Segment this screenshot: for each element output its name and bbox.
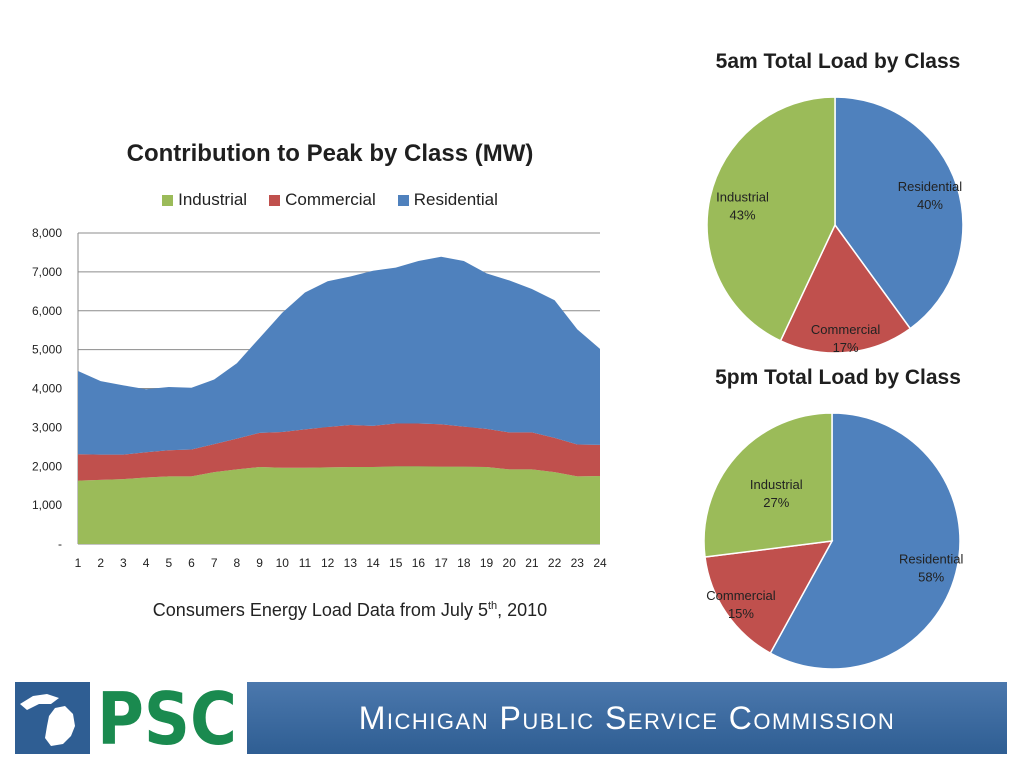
- area-industrial: [78, 466, 600, 544]
- pie-5am-title: 5am Total Load by Class: [715, 50, 961, 73]
- psc-logo: PSC: [15, 682, 237, 754]
- y-tick-label-2: 2,000: [32, 459, 62, 473]
- pie-5am-pct-residential: 40%: [917, 197, 943, 212]
- y-tick-label-3: 3,000: [32, 420, 62, 434]
- legend-item-residential: Residential: [397, 190, 498, 210]
- pie-5am-label-residential: Residential: [898, 179, 962, 194]
- x-tick-label-17: 17: [434, 556, 448, 570]
- y-tick-label-0: -: [58, 537, 62, 551]
- y-tick-label-8: 8,000: [32, 226, 62, 240]
- caption-suffix: , 2010: [497, 600, 548, 620]
- pie-5am-label-industrial: Industrial: [716, 189, 769, 204]
- pie-5am-slice-commercial: [779, 223, 912, 354]
- y-tick-label-1: 1,000: [32, 498, 62, 512]
- x-tick-label-2: 2: [97, 556, 104, 570]
- pie-5am-slice-residential: [834, 96, 964, 330]
- x-tick-label-15: 15: [389, 556, 403, 570]
- pie-5pm-slice-industrial: [703, 412, 833, 558]
- legend-swatch-commercial: [269, 194, 281, 206]
- x-tick-label-23: 23: [571, 556, 585, 570]
- x-tick-label-1: 1: [75, 556, 82, 570]
- legend-item-commercial: Commercial: [269, 190, 376, 210]
- y-tick-label-4: 4,000: [32, 382, 62, 396]
- x-tick-label-14: 14: [366, 556, 380, 570]
- legend-label-commercial: Commercial: [285, 190, 376, 209]
- pie-5am-pct-industrial: 43%: [730, 207, 756, 222]
- x-tick-label-6: 6: [188, 556, 195, 570]
- michigan-outline-icon: [20, 694, 75, 746]
- footer-banner: Michigan Public Service Commission: [247, 682, 1007, 754]
- pie-5pm-pct-industrial: 27%: [763, 495, 789, 510]
- y-tick-label-5: 5,000: [32, 343, 62, 357]
- pie-5pm-label-residential: Residential: [899, 551, 963, 566]
- charts-canvas: - 1,000 2,000 3,000 4,000 5,000 6,000 7,000 8,00…: [32, 96, 964, 670]
- legend-swatch-industrial: [162, 194, 174, 206]
- pie-5pm-pct-commercial: 15%: [728, 606, 754, 621]
- pie-5pm-label-commercial: Commercial: [706, 588, 775, 603]
- x-tick-label-16: 16: [412, 556, 426, 570]
- x-tick-label-12: 12: [321, 556, 335, 570]
- x-tick-label-8: 8: [234, 556, 241, 570]
- y-tick-label-7: 7,000: [32, 265, 62, 279]
- logo-letters: PSC: [97, 682, 237, 754]
- x-tick-label-7: 7: [211, 556, 218, 570]
- legend-swatch-residential: [397, 194, 409, 206]
- pie-5pm-slice-commercial: [704, 540, 834, 655]
- pie-5pm-title: 5pm Total Load by Class: [715, 366, 961, 389]
- pie-5pm-slice-residential: [769, 412, 961, 670]
- pie-5am-slice-industrial: [706, 96, 836, 342]
- x-tick-label-13: 13: [344, 556, 358, 570]
- x-tick-label-10: 10: [276, 556, 290, 570]
- y-tick-label-6: 6,000: [32, 304, 62, 318]
- legend-item-industrial: Industrial: [162, 190, 247, 210]
- caption-text: Consumers Energy Load Data from July 5: [152, 600, 488, 620]
- footer-title: Michigan Public Service Commission: [358, 699, 896, 736]
- x-tick-label-21: 21: [525, 556, 539, 570]
- pie-5am-pct-commercial: 17%: [833, 340, 859, 355]
- area-chart-legend: Industrial Commercial Residential: [80, 190, 580, 210]
- pie-5pm-label-industrial: Industrial: [750, 477, 803, 492]
- x-tick-label-18: 18: [457, 556, 471, 570]
- area-chart-title: Contribution to Peak by Class (MW): [126, 140, 534, 167]
- x-tick-label-19: 19: [480, 556, 494, 570]
- x-tick-label-4: 4: [143, 556, 150, 570]
- x-tick-label-20: 20: [503, 556, 517, 570]
- pie-5am-label-commercial: Commercial: [811, 322, 880, 337]
- legend-label-industrial: Industrial: [178, 190, 248, 209]
- x-tick-label-11: 11: [299, 556, 312, 570]
- caption-superscript: th: [487, 600, 498, 612]
- area-commercial: [78, 423, 600, 481]
- x-tick-label-24: 24: [593, 556, 607, 570]
- pie-5pm-pct-residential: 58%: [918, 569, 944, 584]
- x-tick-label-9: 9: [256, 556, 263, 570]
- data-source-caption: Consumers Energy Load Data from July 5th…: [80, 600, 620, 621]
- x-tick-label-3: 3: [120, 556, 127, 570]
- legend-label-residential: Residential: [413, 190, 498, 209]
- area-residential: [78, 256, 600, 455]
- x-tick-label-5: 5: [165, 556, 172, 570]
- x-tick-label-22: 22: [548, 556, 562, 570]
